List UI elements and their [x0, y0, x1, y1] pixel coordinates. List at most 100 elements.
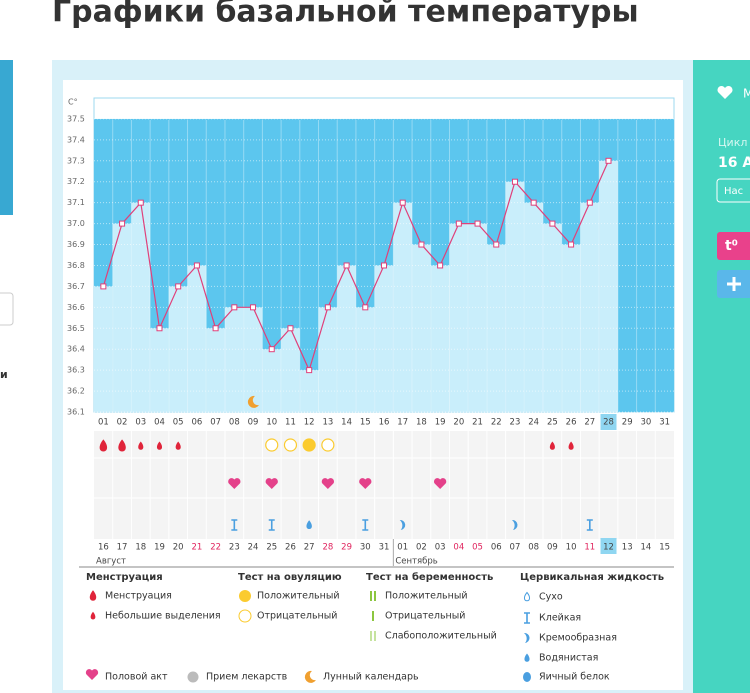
temperature-point: [474, 220, 481, 227]
y-tick-label: 36.5: [67, 324, 85, 333]
date-label: 18: [135, 543, 146, 553]
legend-group-title: Тест на беременность: [366, 571, 493, 583]
cycle-label: Цикл: [718, 136, 747, 149]
date-label: 14: [641, 543, 652, 553]
date-label: 09: [547, 543, 558, 553]
date-label: 07: [510, 543, 521, 553]
menstruation-marker: [99, 439, 108, 452]
temperature-point: [250, 304, 257, 311]
bar: [449, 223, 469, 412]
legend-icon: [304, 670, 316, 683]
day-label: 16: [379, 418, 390, 428]
day-label: 25: [547, 418, 558, 428]
add-icon: [727, 277, 741, 291]
date-label: 02: [416, 543, 427, 553]
legend-item: Слабоположительный: [385, 631, 497, 642]
day-label: 13: [322, 418, 333, 428]
legend-icon: [523, 672, 531, 682]
cervical-marker: [586, 519, 593, 531]
legend-group-title: Тест на овуляцию: [238, 572, 342, 583]
day-label: 18: [416, 418, 427, 428]
temperature-point: [137, 199, 144, 206]
temperature-point: [287, 325, 294, 332]
right-panel: [693, 60, 750, 693]
date-label: 08: [528, 543, 539, 553]
bar: [243, 307, 263, 412]
legend-item: Кремообразная: [539, 633, 617, 644]
intercourse-marker: [228, 478, 241, 489]
date-label: 20: [173, 543, 184, 553]
day-label: 14: [341, 418, 352, 428]
current-day-highlight: [600, 414, 617, 430]
temperature-point: [530, 199, 537, 206]
bar: [505, 181, 525, 412]
y-tick-label: 36.4: [67, 345, 85, 354]
temperature-point: [156, 325, 163, 332]
temperature-point: [455, 220, 462, 227]
bar: [374, 265, 394, 412]
temperature-point: [493, 241, 500, 248]
y-tick-label: 36.8: [67, 261, 85, 270]
cycle-date: 16 А: [718, 155, 750, 171]
y-tick-label: 36.3: [67, 366, 85, 375]
temperature-point: [231, 304, 238, 311]
legend-icon: [238, 609, 252, 623]
temp-button[interactable]: [717, 232, 750, 260]
legend-item: Отрицательный: [257, 611, 337, 622]
temperature-point: [268, 346, 275, 353]
day-label: 09: [248, 418, 259, 428]
day-label: 20: [453, 418, 464, 428]
legend-icon: [523, 591, 531, 602]
cervical-marker: [511, 519, 518, 530]
bar: [524, 202, 544, 412]
legend-group-title: Менструация: [86, 572, 163, 583]
cervical-marker: [268, 519, 275, 531]
day-label: 10: [266, 418, 277, 428]
menstruation-marker: [549, 441, 555, 450]
bar: [299, 370, 319, 412]
y-tick-label: 37.2: [67, 177, 85, 186]
left-banner: [0, 60, 13, 215]
temperature-point: [586, 199, 593, 206]
date-label: 05: [472, 543, 483, 553]
bar: [393, 202, 413, 412]
day-label: 02: [117, 418, 128, 428]
chart: C° 36.1 36.2 36.3 36.4 36.5 36.6 36.7 36.8 36.9 37…: [67, 97, 675, 568]
date-label: 10: [566, 543, 577, 553]
legend-item: Положительный: [385, 591, 468, 602]
date-label: 25: [266, 543, 277, 553]
y-tick-label: 36.7: [67, 282, 85, 291]
date-label: 13: [622, 543, 633, 553]
lunar-marker: [247, 395, 260, 408]
page-title: Графики базальной температуры: [52, 0, 639, 30]
intercourse-marker: [359, 478, 372, 489]
legend: Менструация Менструация Небольшие выделени…: [85, 571, 664, 683]
y-tick-label: 37.4: [67, 135, 85, 144]
temperature-point: [324, 304, 331, 311]
bar: [131, 202, 151, 412]
legend-item: Отрицательный: [385, 611, 465, 622]
temperature-point: [175, 283, 182, 290]
legend-icon: [239, 590, 251, 602]
date-label: 15: [659, 543, 670, 553]
temperature-point: [549, 220, 556, 227]
day-label: 04: [154, 418, 165, 428]
date-label: 31: [379, 543, 390, 553]
day-label: 05: [173, 418, 184, 428]
date-label: 28: [322, 543, 333, 553]
y-tick-label: 36.6: [67, 303, 85, 312]
cervical-marker: [306, 520, 312, 529]
date-label: 01: [397, 543, 408, 553]
temperature-point: [418, 241, 425, 248]
left-input[interactable]: [0, 292, 14, 326]
cervical-marker: [362, 519, 369, 531]
settings-button[interactable]: [716, 178, 750, 203]
day-label: 17: [397, 418, 408, 428]
temperature-point: [193, 262, 200, 269]
date-label: 30: [360, 543, 371, 553]
temperature-line: [102, 160, 610, 372]
legend-item: Яичный белок: [539, 672, 610, 683]
bar: [262, 349, 282, 412]
legend-item: Небольшие выделения: [105, 611, 221, 622]
